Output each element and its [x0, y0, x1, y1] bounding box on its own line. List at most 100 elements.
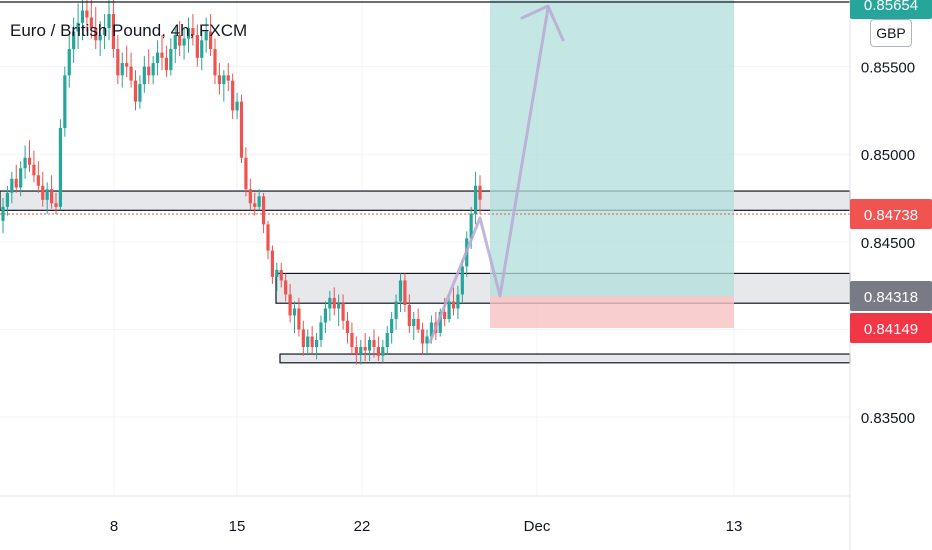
candle-body	[341, 303, 345, 321]
candle-body	[111, 14, 116, 50]
currency-badge[interactable]: GBP	[870, 19, 912, 47]
projection-arrow[interactable]	[428, 6, 550, 344]
candle-body	[142, 66, 146, 85]
candle-body	[284, 280, 288, 295]
candle-body	[451, 301, 456, 309]
candle-body	[385, 333, 389, 348]
candle-body	[63, 75, 67, 128]
candle-body	[72, 31, 76, 50]
candle-body	[151, 63, 155, 76]
price-tag-last-price	[850, 199, 932, 229]
price-tags: 0.85654 0.84738 0.84318 0.84149	[850, 0, 932, 343]
candle-body	[58, 127, 63, 207]
candle-body	[116, 49, 120, 76]
chart-title: Euro / British Pound, 4h, FXCM	[10, 21, 248, 40]
candle-body	[469, 213, 473, 239]
candle-body	[226, 75, 230, 81]
candle-body	[45, 189, 49, 200]
candle-body	[306, 336, 310, 348]
candle-body	[173, 35, 177, 50]
price-tag-label: 0.84738	[864, 207, 918, 224]
y-tick-label: 0.84500	[861, 235, 915, 252]
candle-body	[36, 175, 40, 186]
candle-body	[407, 304, 411, 326]
x-tick-label: Dec	[524, 518, 551, 535]
candle-body	[403, 280, 407, 305]
candle-body	[323, 308, 328, 323]
candle-body	[319, 322, 323, 341]
candle-body	[478, 185, 482, 200]
candle-body	[191, 28, 195, 36]
target-zone[interactable]	[490, 0, 734, 296]
candle-body	[208, 31, 213, 50]
candle-body	[438, 311, 442, 334]
candle-body	[456, 294, 460, 309]
candle-body	[473, 185, 478, 214]
candle-body	[420, 329, 425, 344]
candle-body	[14, 178, 18, 188]
candle-body	[275, 269, 279, 277]
candle-body	[138, 84, 142, 102]
candle-body	[367, 340, 372, 351]
candle-body	[32, 164, 36, 176]
candle-body	[279, 269, 283, 281]
candle-body	[363, 347, 367, 351]
candle-body	[195, 35, 199, 58]
candle-body	[288, 294, 292, 316]
candle-body	[164, 57, 169, 71]
candle-body	[5, 192, 10, 207]
candle-body	[27, 157, 32, 165]
candle-body	[94, 28, 98, 41]
candle-body	[359, 347, 363, 355]
x-tick-label: 8	[110, 518, 118, 535]
time-axis[interactable]: 8 15 22 Dec 13	[110, 518, 743, 535]
candle-body	[412, 318, 416, 326]
candle-body	[390, 318, 394, 334]
candle-body	[80, 10, 85, 23]
candle-body	[239, 101, 244, 158]
candle-body	[85, 10, 89, 18]
candle-body	[41, 185, 45, 200]
candle-body	[429, 322, 434, 337]
candle-body	[253, 203, 257, 207]
projection-path[interactable]	[428, 4, 565, 344]
candle-body	[460, 266, 464, 295]
candle-body	[182, 38, 186, 46]
candle-body	[244, 157, 248, 190]
candle-body	[447, 301, 451, 319]
candle-body	[394, 301, 398, 319]
candle-body	[67, 49, 71, 76]
candle-body	[125, 63, 129, 67]
y-tick-label: 0.83500	[861, 410, 915, 427]
price-tag-label: 0.85654	[864, 0, 918, 14]
stop-zone[interactable]	[490, 296, 734, 328]
candle-body	[98, 35, 102, 41]
candle-body	[222, 75, 226, 85]
candle-body	[292, 308, 297, 316]
candle-body	[1, 206, 5, 221]
candle-body	[266, 224, 270, 251]
candle-body	[235, 101, 239, 111]
long-position-tool[interactable]	[490, 0, 734, 328]
candle-body	[261, 196, 266, 225]
price-tag-entry	[850, 281, 932, 311]
candle-body	[54, 203, 58, 207]
candle-body	[398, 280, 403, 302]
candle-body	[19, 168, 23, 188]
candle-body	[314, 340, 319, 348]
candle-body	[213, 49, 217, 76]
price-tag-stop	[850, 313, 932, 343]
candle-body	[350, 333, 354, 348]
candle-body	[231, 80, 235, 111]
candle-body	[186, 28, 191, 39]
candle-body	[155, 52, 160, 64]
projection-arrowhead[interactable]	[520, 4, 565, 42]
candle-body	[257, 196, 261, 207]
candle-body	[332, 297, 336, 309]
candle-body	[76, 22, 80, 32]
candle-body	[217, 75, 222, 85]
candle-body	[23, 157, 27, 169]
candle-body	[178, 35, 182, 46]
candle-body	[169, 49, 173, 71]
